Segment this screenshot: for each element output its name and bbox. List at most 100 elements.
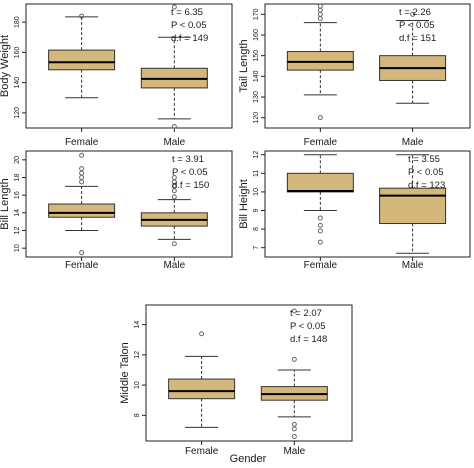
category-label: Female [304,137,338,148]
category-label: Female [65,260,99,271]
y-tick-label: 16 [14,191,21,199]
boxplot-panel: 10 12 14 16 18 20 Bill Length Female Male t = 3.9… [0,150,233,271]
outlier-point [199,331,205,337]
outlier-point [317,3,323,9]
outlier-point [79,175,85,180]
x-axis-title: Gender [230,453,267,465]
outlier-point [171,175,177,180]
outlier-point [171,241,177,247]
y-axis-title: Bill Height [238,179,250,229]
stat-annotation: d.f = 148 [290,334,327,345]
outlier-point [79,166,85,172]
outlier-point [317,215,323,221]
outlier-point [79,152,85,158]
iqr-box [48,203,116,218]
plot-frame [25,3,233,129]
stat-annotation: d.f = 123 [408,180,445,191]
iqr-box [168,378,236,400]
y-tick-label: 10 [14,244,21,252]
y-tick-label: 160 [253,29,260,41]
y-axis-title: Tail Length [238,39,250,92]
y-tick-label: 8 [253,227,260,231]
y-tick-label: 12 [253,151,260,159]
plot-frame [264,150,471,258]
y-tick-label: 7 [253,246,260,250]
stat-annotation: d.f = 150 [172,180,209,191]
plot-frame [145,304,353,442]
stat-annotation: d.f = 149 [171,33,208,44]
plot-frame [25,150,233,258]
plot-frame [264,3,471,129]
iqr-box [379,187,447,225]
outlier-point [317,11,323,17]
y-tick-label: 140 [253,70,260,82]
y-tick-label: 160 [14,46,21,58]
category-label: Male [163,260,185,271]
outlier-point [171,123,177,129]
iqr-box [286,172,354,193]
y-tick-label: 150 [253,50,260,62]
y-axis-title: Bill Length [0,178,11,229]
category-label: Male [402,137,424,148]
y-tick-label: 170 [253,8,260,20]
outlier-point [171,4,177,10]
boxplot-panel: 120 130 140 150 160 170 Tail Length Female Male t… [238,3,471,148]
y-tick-label: 9 [253,208,260,212]
boxplot-panel: 8 10 12 14 Middle Talon Female Male t = 2.07 P <… [119,304,353,457]
category-label: Male [402,260,424,271]
outlier-point [317,115,323,121]
y-axis-title: Middle Talon [119,342,131,404]
y-tick-label: 20 [14,156,21,164]
y-tick-label: 8 [134,413,141,417]
y-tick-label: 12 [14,227,21,235]
y-tick-label: 120 [14,107,21,119]
outlier-point [79,250,85,256]
category-label: Female [185,446,219,457]
iqr-box [48,49,116,71]
outlier-point [171,194,177,200]
stat-annotation: t = 2.07 [290,308,322,319]
outlier-point [291,426,297,432]
stat-annotation: P < 0.05 [172,167,207,178]
stat-annotation: P < 0.05 [399,20,434,31]
y-tick-label: 14 [134,321,141,329]
outlier-point [317,239,323,245]
y-tick-label: 10 [134,381,141,389]
outlier-point [291,356,297,362]
outlier-point [410,11,416,17]
boxplot-panel: 7 8 9 10 11 12 Bill Height Female Male t = 3.55 P … [238,150,471,271]
outlier-point [317,222,323,228]
y-tick-label: 10 [253,188,260,196]
stat-annotation: t = 6.35 [171,7,203,18]
outlier-point [79,179,85,185]
y-axis-title: Body Weight [0,35,11,97]
outlier-point [79,13,85,19]
outlier-point [79,170,85,176]
stat-annotation: P < 0.05 [408,167,443,178]
category-label: Male [283,446,305,457]
y-tick-label: 120 [253,112,260,124]
stat-annotation: t = 3.91 [172,154,204,165]
y-tick-label: 180 [14,16,21,28]
y-tick-label: 140 [14,77,21,89]
iqr-box [286,51,354,71]
outlier-point [317,7,323,13]
category-label: Female [65,137,99,148]
outlier-point [317,15,323,21]
outlier-point [291,421,297,427]
y-tick-label: 18 [14,174,21,182]
y-tick-label: 130 [253,91,260,103]
y-tick-label: 14 [14,209,21,217]
outlier-point [317,228,323,234]
stat-annotation: P < 0.05 [290,321,325,332]
stat-annotation: t = 2.26 [399,7,431,18]
stat-annotation: d.f = 151 [399,33,436,44]
stat-annotation: t = 3.55 [408,154,440,165]
outlier-point [291,308,297,314]
stat-annotation: P < 0.05 [171,20,206,31]
category-label: Female [304,260,338,271]
outlier-point [291,433,297,439]
y-tick-label: 11 [253,170,260,177]
